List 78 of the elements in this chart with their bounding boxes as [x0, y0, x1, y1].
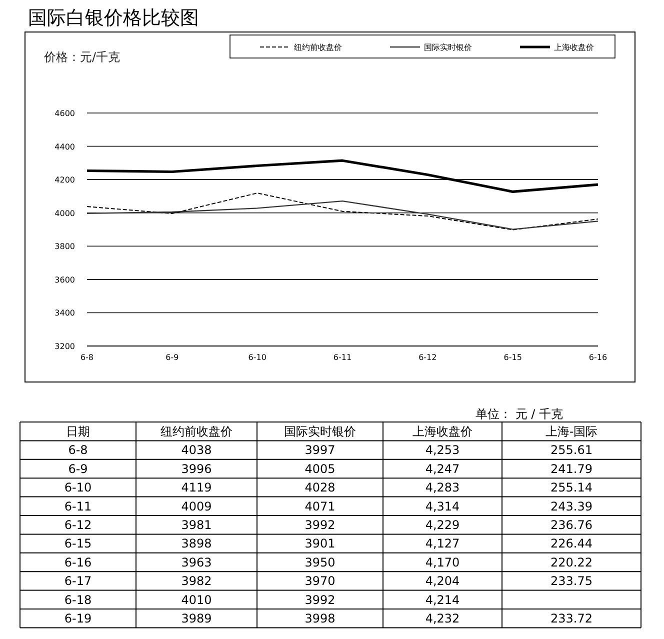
text: 上海-国际	[545, 424, 598, 438]
data-label: 4010	[181, 592, 212, 607]
y-tick-label: 3800	[54, 242, 75, 252]
category-label: 6-18	[64, 592, 92, 607]
data-label: 4,314	[425, 499, 460, 514]
data-label: 226.44	[550, 536, 592, 551]
category-label: 6-19	[64, 612, 92, 626]
chart-title: 国际白银价格比较图	[28, 7, 199, 29]
data-label: 3898	[181, 536, 212, 551]
data-label: 4028	[304, 480, 336, 495]
data-label: 4038	[181, 443, 212, 458]
category-label: 6-15	[64, 536, 92, 551]
data-label: 3981	[181, 518, 212, 532]
x-tick-label: 6-9	[166, 353, 179, 362]
text: 日期	[66, 424, 90, 438]
y-tick-label: 3200	[54, 342, 75, 351]
data-label: 3996	[181, 462, 212, 476]
data-label: 4071	[304, 499, 336, 514]
data-label: 3901	[304, 536, 336, 551]
data-label: 243.39	[550, 499, 592, 514]
category-label: 6-11	[64, 499, 92, 514]
y-tick-label: 4200	[54, 176, 75, 185]
data-label: 236.76	[550, 518, 592, 532]
data-label: 4,253	[425, 443, 460, 458]
data-label: 4,214	[425, 592, 460, 607]
legend-label: 上海收盘价	[554, 43, 594, 52]
y-tick-label: 3400	[54, 308, 75, 318]
data-label: 4,229	[425, 518, 460, 532]
data-label: 3950	[304, 555, 336, 570]
data-label: 220.22	[550, 555, 592, 570]
data-label: 4,127	[425, 536, 460, 551]
line-series	[86, 159, 600, 194]
y-tick-label: 4600	[54, 109, 75, 118]
text: 上海收盘价	[412, 424, 472, 438]
y-axis-title: 价格：元/千克	[43, 50, 120, 64]
text: 纽约前收盘价	[160, 424, 232, 438]
data-label: 3992	[304, 518, 336, 532]
category-label: 6-8	[68, 443, 88, 458]
y-tick-label: 4400	[54, 142, 75, 152]
category-label: 6-9	[68, 462, 88, 476]
data-label: 4,170	[425, 555, 460, 570]
x-tick-label: 6-15	[504, 353, 522, 362]
y-tick-label: 4000	[54, 208, 75, 218]
data-label: 241.79	[550, 462, 592, 476]
category-label: 6-10	[64, 480, 92, 495]
data-label: 3989	[181, 612, 212, 626]
data-label: 255.14	[550, 480, 592, 495]
data-label: 3982	[181, 574, 212, 588]
text: 单位： 元 / 千克	[476, 407, 563, 421]
x-tick-label: 6-11	[333, 353, 352, 362]
x-tick-label: 6-12	[418, 353, 437, 362]
x-tick-label: 6-10	[248, 353, 266, 362]
data-label: 255.61	[550, 443, 592, 458]
data-label: 4009	[181, 499, 212, 514]
data-label: 4,204	[425, 574, 460, 588]
data-label: 3992	[304, 592, 336, 607]
line-series	[86, 192, 598, 230]
data-label: 233.75	[550, 574, 592, 588]
data-label: 4,283	[425, 480, 460, 495]
y-tick-label: 3600	[54, 275, 75, 284]
data-label: 4,247	[425, 462, 460, 476]
x-tick-label: 6-8	[80, 353, 94, 362]
category-label: 6-12	[64, 518, 92, 532]
category-label: 6-16	[64, 555, 92, 570]
x-tick-label: 6-16	[588, 353, 608, 362]
legend-label: 国际实时银价	[424, 43, 472, 52]
text: 国际实时银价	[284, 424, 356, 438]
data-label: 4,232	[425, 612, 460, 626]
data-label: 3997	[304, 443, 336, 458]
data-label: 3998	[304, 612, 336, 626]
data-label: 4005	[304, 462, 336, 476]
data-label: 3963	[181, 555, 212, 570]
data-label: 233.72	[550, 612, 592, 626]
data-label: 4119	[181, 480, 212, 495]
legend-label: 纽约前收盘价	[294, 43, 342, 52]
category-label: 6-17	[64, 574, 92, 588]
line-series	[86, 200, 599, 230]
data-label: 3970	[304, 574, 336, 588]
